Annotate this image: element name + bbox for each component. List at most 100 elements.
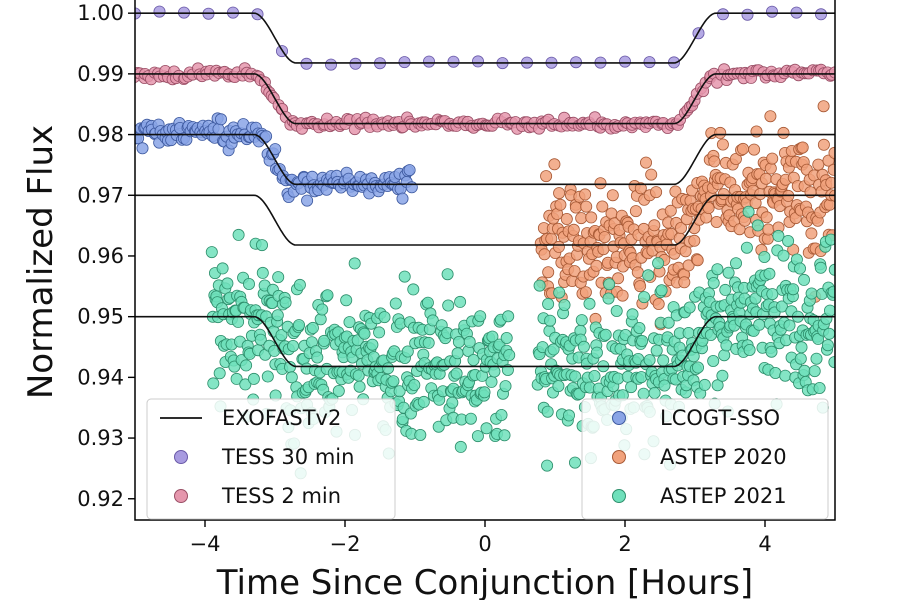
- data-point: [590, 346, 603, 359]
- data-point: [207, 377, 220, 390]
- legend-entry-label: ASTEP 2020: [660, 445, 787, 469]
- data-point: [782, 234, 795, 247]
- data-point: [348, 257, 361, 270]
- data-point: [764, 110, 777, 123]
- data-point: [575, 314, 588, 327]
- data-point: [814, 261, 827, 274]
- data-point: [698, 378, 711, 391]
- data-point: [796, 141, 809, 154]
- data-point: [569, 201, 582, 214]
- data-point: [763, 267, 776, 280]
- data-point: [812, 158, 825, 171]
- data-point: [825, 176, 835, 189]
- data-point: [442, 299, 455, 312]
- data-point: [240, 359, 253, 372]
- data-point: [683, 301, 696, 314]
- x-tick-label: 0: [478, 532, 491, 556]
- data-point: [707, 354, 720, 367]
- data-point: [716, 138, 729, 151]
- data-point: [692, 361, 705, 374]
- data-point: [398, 56, 411, 69]
- data-point: [827, 163, 835, 176]
- data-point: [760, 172, 773, 185]
- data-point: [398, 270, 411, 283]
- data-point: [643, 354, 656, 367]
- model-curve: [135, 73, 835, 125]
- legend-right: LCOGT-SSO ASTEP 2020 ASTEP 2021: [581, 398, 829, 520]
- data-point: [817, 138, 830, 151]
- data-point: [575, 212, 588, 225]
- data-point: [751, 219, 764, 232]
- data-point: [463, 335, 476, 348]
- data-point: [569, 370, 582, 383]
- data-point: [590, 259, 603, 272]
- data-point: [629, 205, 642, 218]
- data-point: [729, 152, 742, 165]
- data-point: [762, 223, 775, 236]
- data-point: [722, 266, 735, 279]
- data-point: [301, 194, 314, 207]
- data-point: [407, 283, 420, 296]
- data-point: [787, 283, 800, 296]
- data-point: [765, 345, 778, 358]
- data-point: [718, 349, 731, 362]
- data-point: [553, 286, 566, 299]
- data-point: [588, 369, 601, 382]
- legend-right-box: [581, 398, 829, 520]
- data-point: [821, 339, 834, 352]
- data-point: [464, 412, 477, 425]
- x-tick-label: −4: [190, 532, 221, 556]
- data-point: [485, 375, 498, 388]
- data-point: [378, 311, 391, 324]
- data-point: [764, 162, 777, 175]
- data-point: [707, 276, 720, 289]
- data-point: [538, 248, 551, 261]
- data-point: [779, 369, 792, 382]
- data-point: [275, 329, 288, 342]
- data-point: [655, 284, 668, 297]
- y-tick-label: 0.92: [77, 487, 124, 511]
- legend-left: EXOFASTv2 TESS 30 min TESS 2 min: [146, 398, 396, 520]
- data-point: [563, 409, 576, 422]
- data-point: [808, 365, 821, 378]
- data-point: [737, 142, 750, 155]
- data-point: [645, 168, 658, 181]
- data-point: [306, 321, 319, 334]
- data-point: [247, 372, 260, 385]
- data-point: [717, 188, 730, 201]
- legend-entry-label: LCOGT-SSO: [660, 406, 780, 430]
- data-point: [230, 372, 243, 385]
- data-point: [480, 422, 493, 435]
- data-point: [548, 158, 561, 171]
- y-tick-label: 0.95: [77, 305, 124, 329]
- legend-left-box: [146, 398, 396, 520]
- data-point: [324, 58, 337, 71]
- data-point: [640, 156, 653, 169]
- y-tick-label: 0.99: [77, 62, 124, 86]
- data-point: [633, 321, 646, 334]
- data-point: [612, 272, 625, 285]
- data-point: [216, 262, 229, 275]
- data-point: [153, 5, 166, 18]
- data-point: [560, 212, 573, 225]
- model-curve: [135, 12, 835, 64]
- data-point: [454, 295, 467, 308]
- data-point: [580, 200, 593, 213]
- data-point: [495, 408, 508, 421]
- data-point: [682, 326, 695, 339]
- data-point: [332, 384, 345, 397]
- legend-point-marker: [612, 450, 626, 464]
- data-point: [533, 279, 546, 292]
- data-point: [626, 308, 639, 321]
- data-point: [740, 241, 753, 254]
- data-point: [255, 239, 268, 252]
- data-point: [553, 187, 566, 200]
- data-point: [642, 269, 655, 282]
- data-point: [827, 285, 835, 298]
- axis-ticks: −4 −2 0 2 4 0.92 0.93 0.94 0.95 0.96 0.97 0.98 0.99 1…: [77, 1, 771, 556]
- data-point: [675, 221, 688, 234]
- data-point: [658, 379, 671, 392]
- data-point: [567, 223, 580, 236]
- y-tick-label: 0.96: [77, 244, 124, 268]
- data-point: [798, 364, 811, 377]
